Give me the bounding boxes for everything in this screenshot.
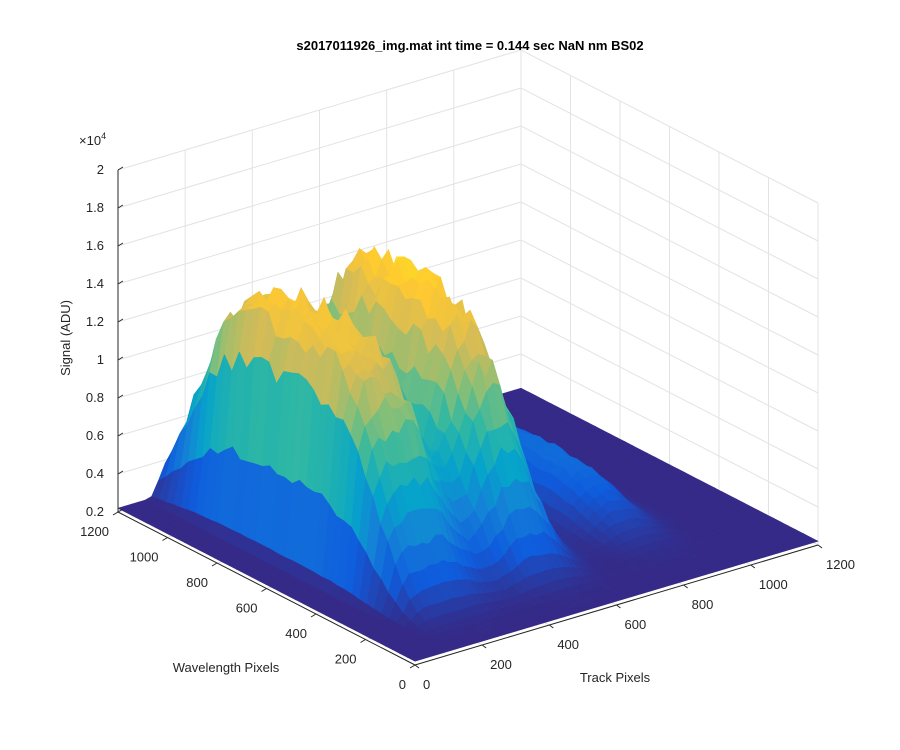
z-axis-label: Signal (ADU) [58,300,73,376]
z-tick-mark [117,242,124,247]
z-tick-label: 1.8 [86,200,104,215]
z-tick-mark [117,470,124,475]
grid-line [117,49,819,204]
y-tick-label: 800 [186,575,208,590]
z-tick-mark [117,280,124,285]
x-tick-mark [683,584,688,589]
y-tick-mark [211,562,218,567]
x-axis-label: Track Pixels [580,670,651,685]
x-tick-label: 200 [490,657,512,672]
z-tick-label: 1.4 [86,276,104,291]
x-tick-label: 1000 [759,577,788,592]
x-tick-label: 800 [692,597,714,612]
x-tick-label: 400 [557,637,579,652]
x-tick-label: 0 [423,677,430,692]
y-tick-mark [162,537,168,541]
z-tick-label: 1.6 [86,238,104,253]
y-axis-label: Wavelength Pixels [173,660,280,675]
x-tick-mark [481,644,487,649]
grid-line [117,163,819,318]
grid-line [117,201,819,356]
z-tick-mark [117,318,124,323]
y-tick-mark [360,639,366,643]
y-tick-label: 600 [236,601,258,616]
z-tick-label: 0.8 [86,390,104,405]
grid-line [117,87,819,242]
z-tick-mark [117,204,124,209]
y-tick-mark [310,613,317,618]
axis-layer: 0200400600800100012000200400600800100012… [80,162,855,692]
chart-title: s2017011926_img.mat int time = 0.144 sec… [296,38,643,53]
z-tick-label: 0.2 [86,504,104,519]
z-exponent-label: ×104 [79,131,106,148]
z-tick-label: 0.4 [86,466,104,481]
y-tick-mark [112,511,119,516]
z-tick-mark [117,166,124,171]
z-tick-mark [117,508,124,513]
y-tick-label: 1000 [130,550,159,565]
x-tick-mark [616,604,621,609]
z-tick-label: 1 [97,352,104,367]
z-tick-mark [117,356,124,361]
y-tick-label: 200 [335,652,357,667]
x-tick-label: 600 [625,617,647,632]
surface [117,245,819,662]
y-tick-label: 0 [399,677,406,692]
y-tick-label: 400 [285,626,307,641]
y-tick-mark [409,664,416,669]
z-tick-mark [117,394,124,399]
surface-patch [406,655,423,662]
x-tick-mark [817,544,823,549]
x-tick-mark [549,624,554,629]
y-tick-mark [261,588,267,592]
y-tick-label: 1200 [80,524,109,539]
z-tick-mark [117,432,124,437]
x-tick-label: 1200 [826,557,855,572]
z-tick-label: 1.2 [86,314,104,329]
x-tick-mark [750,564,756,569]
z-tick-label: 2 [97,162,104,177]
z-tick-label: 0.6 [86,428,104,443]
grid-line [117,125,819,280]
x-tick-mark [414,664,420,669]
